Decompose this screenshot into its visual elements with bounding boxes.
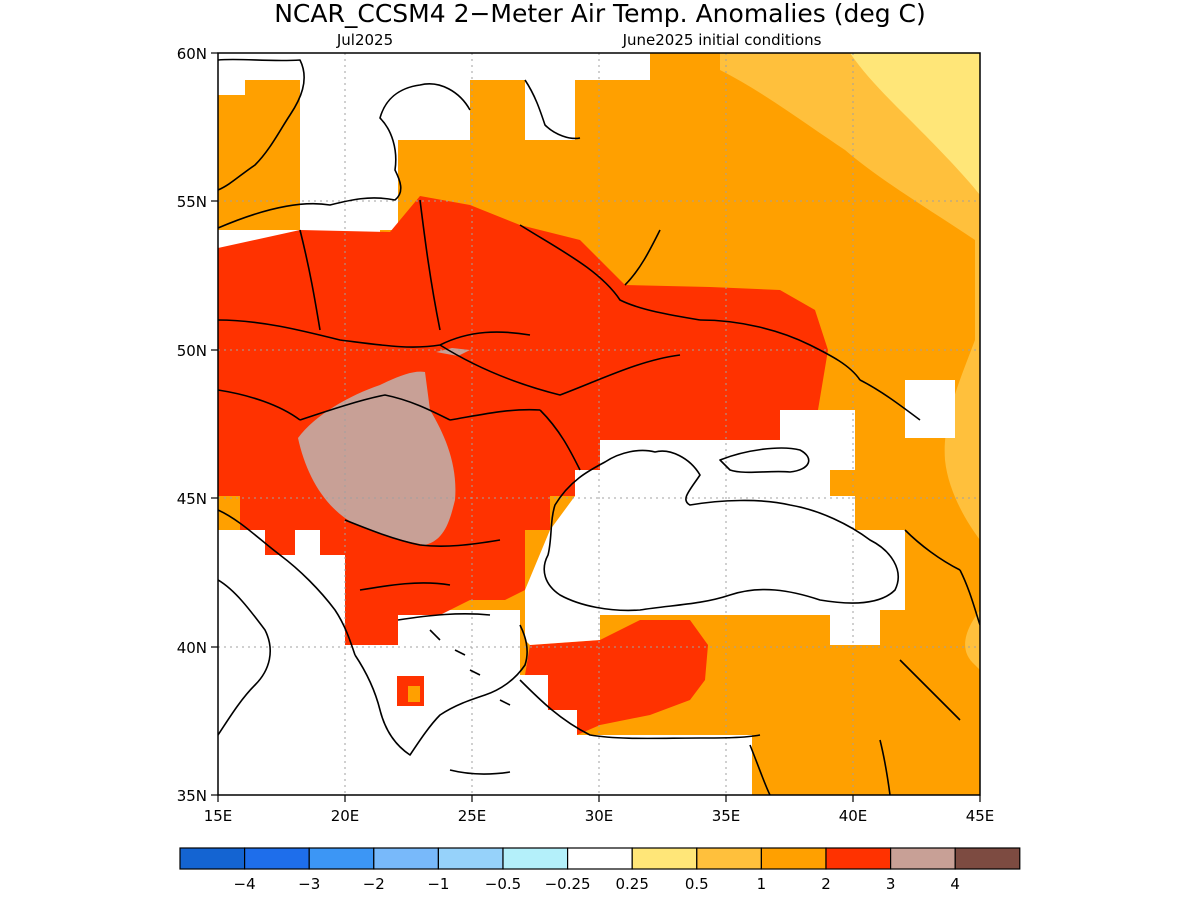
colorbar-tick-label: 0.5 [685,875,709,893]
colorbar-swatch [244,847,310,870]
shade-anomaly-2-3-anatolia [525,620,708,735]
colorbar-swatch [889,847,956,870]
colorbar-tick-label: 3 [886,875,896,893]
colorbar-swatch [179,847,246,870]
subtitle-initial-conditions: June2025 initial conditions [622,31,822,49]
map-plot-area [218,53,980,795]
colorbar-swatch [566,847,633,870]
colorbar-swatch [696,847,762,870]
colorbar-tick-label: 1 [757,875,767,893]
longitude-labels: 15E 20E 25E 30E 35E 40E 45E [204,807,995,825]
colorbar-tick-label: 0.25 [615,875,648,893]
subtitle-month: Jul2025 [336,31,393,49]
lat-label: 35N [177,787,207,805]
lon-label: 35E [712,807,741,825]
scandinavia-coast [218,58,305,191]
colorbar-tick-label: −3 [298,875,320,893]
latitude-labels: 60N 55N 50N 45N 40N 35N [177,45,207,805]
colorbar-swatch [631,847,698,870]
shade-anomaly-2-3 [218,196,828,645]
colorbar-swatch [502,847,569,870]
colorbar-tick-label: −0.5 [485,875,521,893]
adriatic-coast [218,509,356,656]
baltic-coast [218,79,581,229]
azov-coast [719,447,810,474]
colorbar-swatch [437,847,504,870]
colorbar [179,847,1021,870]
colorbar-tick-label: −1 [427,875,449,893]
colorbar-tick-label: 2 [821,875,831,893]
lon-label: 45E [966,807,995,825]
lon-label: 25E [458,807,487,825]
interior-borders [218,199,701,621]
lon-label: 40E [839,807,868,825]
colorbar-tick-label: 4 [950,875,960,893]
shade-anomaly-0.5-1-se [965,610,980,670]
figure-title: NCAR_CCSM4 2−Meter Air Temp. Anomalies (… [274,0,926,28]
lat-label: 60N [177,45,207,63]
turkey-south-coast [519,679,761,740]
lat-label: 45N [177,490,207,508]
lon-label: 20E [331,807,360,825]
aegean-islands [429,629,511,775]
lat-label: 40N [177,639,207,657]
black-sea-coast [543,449,899,612]
lat-label: 55N [177,193,207,211]
colorbar-swatch [760,847,827,870]
colorbar-swatch [954,847,1021,870]
italy-coast [218,579,271,736]
shade-anomaly-3-4 [298,371,456,545]
colorbar-tick-label: −2 [363,875,385,893]
tick-marks [211,52,981,802]
shade-near-zero-volga [905,380,955,438]
east-borders [699,319,980,795]
shade-anomaly-0.25-0.5 [850,53,980,195]
shade-anomaly-0.5-1 [720,53,980,540]
colorbar-swatch [373,847,439,870]
colorbar-swatch [308,847,375,870]
shade-anomaly-1-2-ionian [408,686,420,702]
lon-label: 15E [204,807,233,825]
lat-label: 50N [177,342,207,360]
colorbar-tick-label: −0.25 [545,875,591,893]
coastlines-and-borders [218,58,980,795]
lon-label: 30E [585,807,614,825]
colorbar-tick-labels: −4 −3 −2 −1 −0.5 −0.25 0.25 0.5 1 2 3 4 [234,875,960,893]
colorbar-swatch [825,847,892,870]
greece-coast [354,624,528,756]
shade-near-zero-black-sea [525,410,905,645]
colorbar-tick-label: −4 [234,875,256,893]
